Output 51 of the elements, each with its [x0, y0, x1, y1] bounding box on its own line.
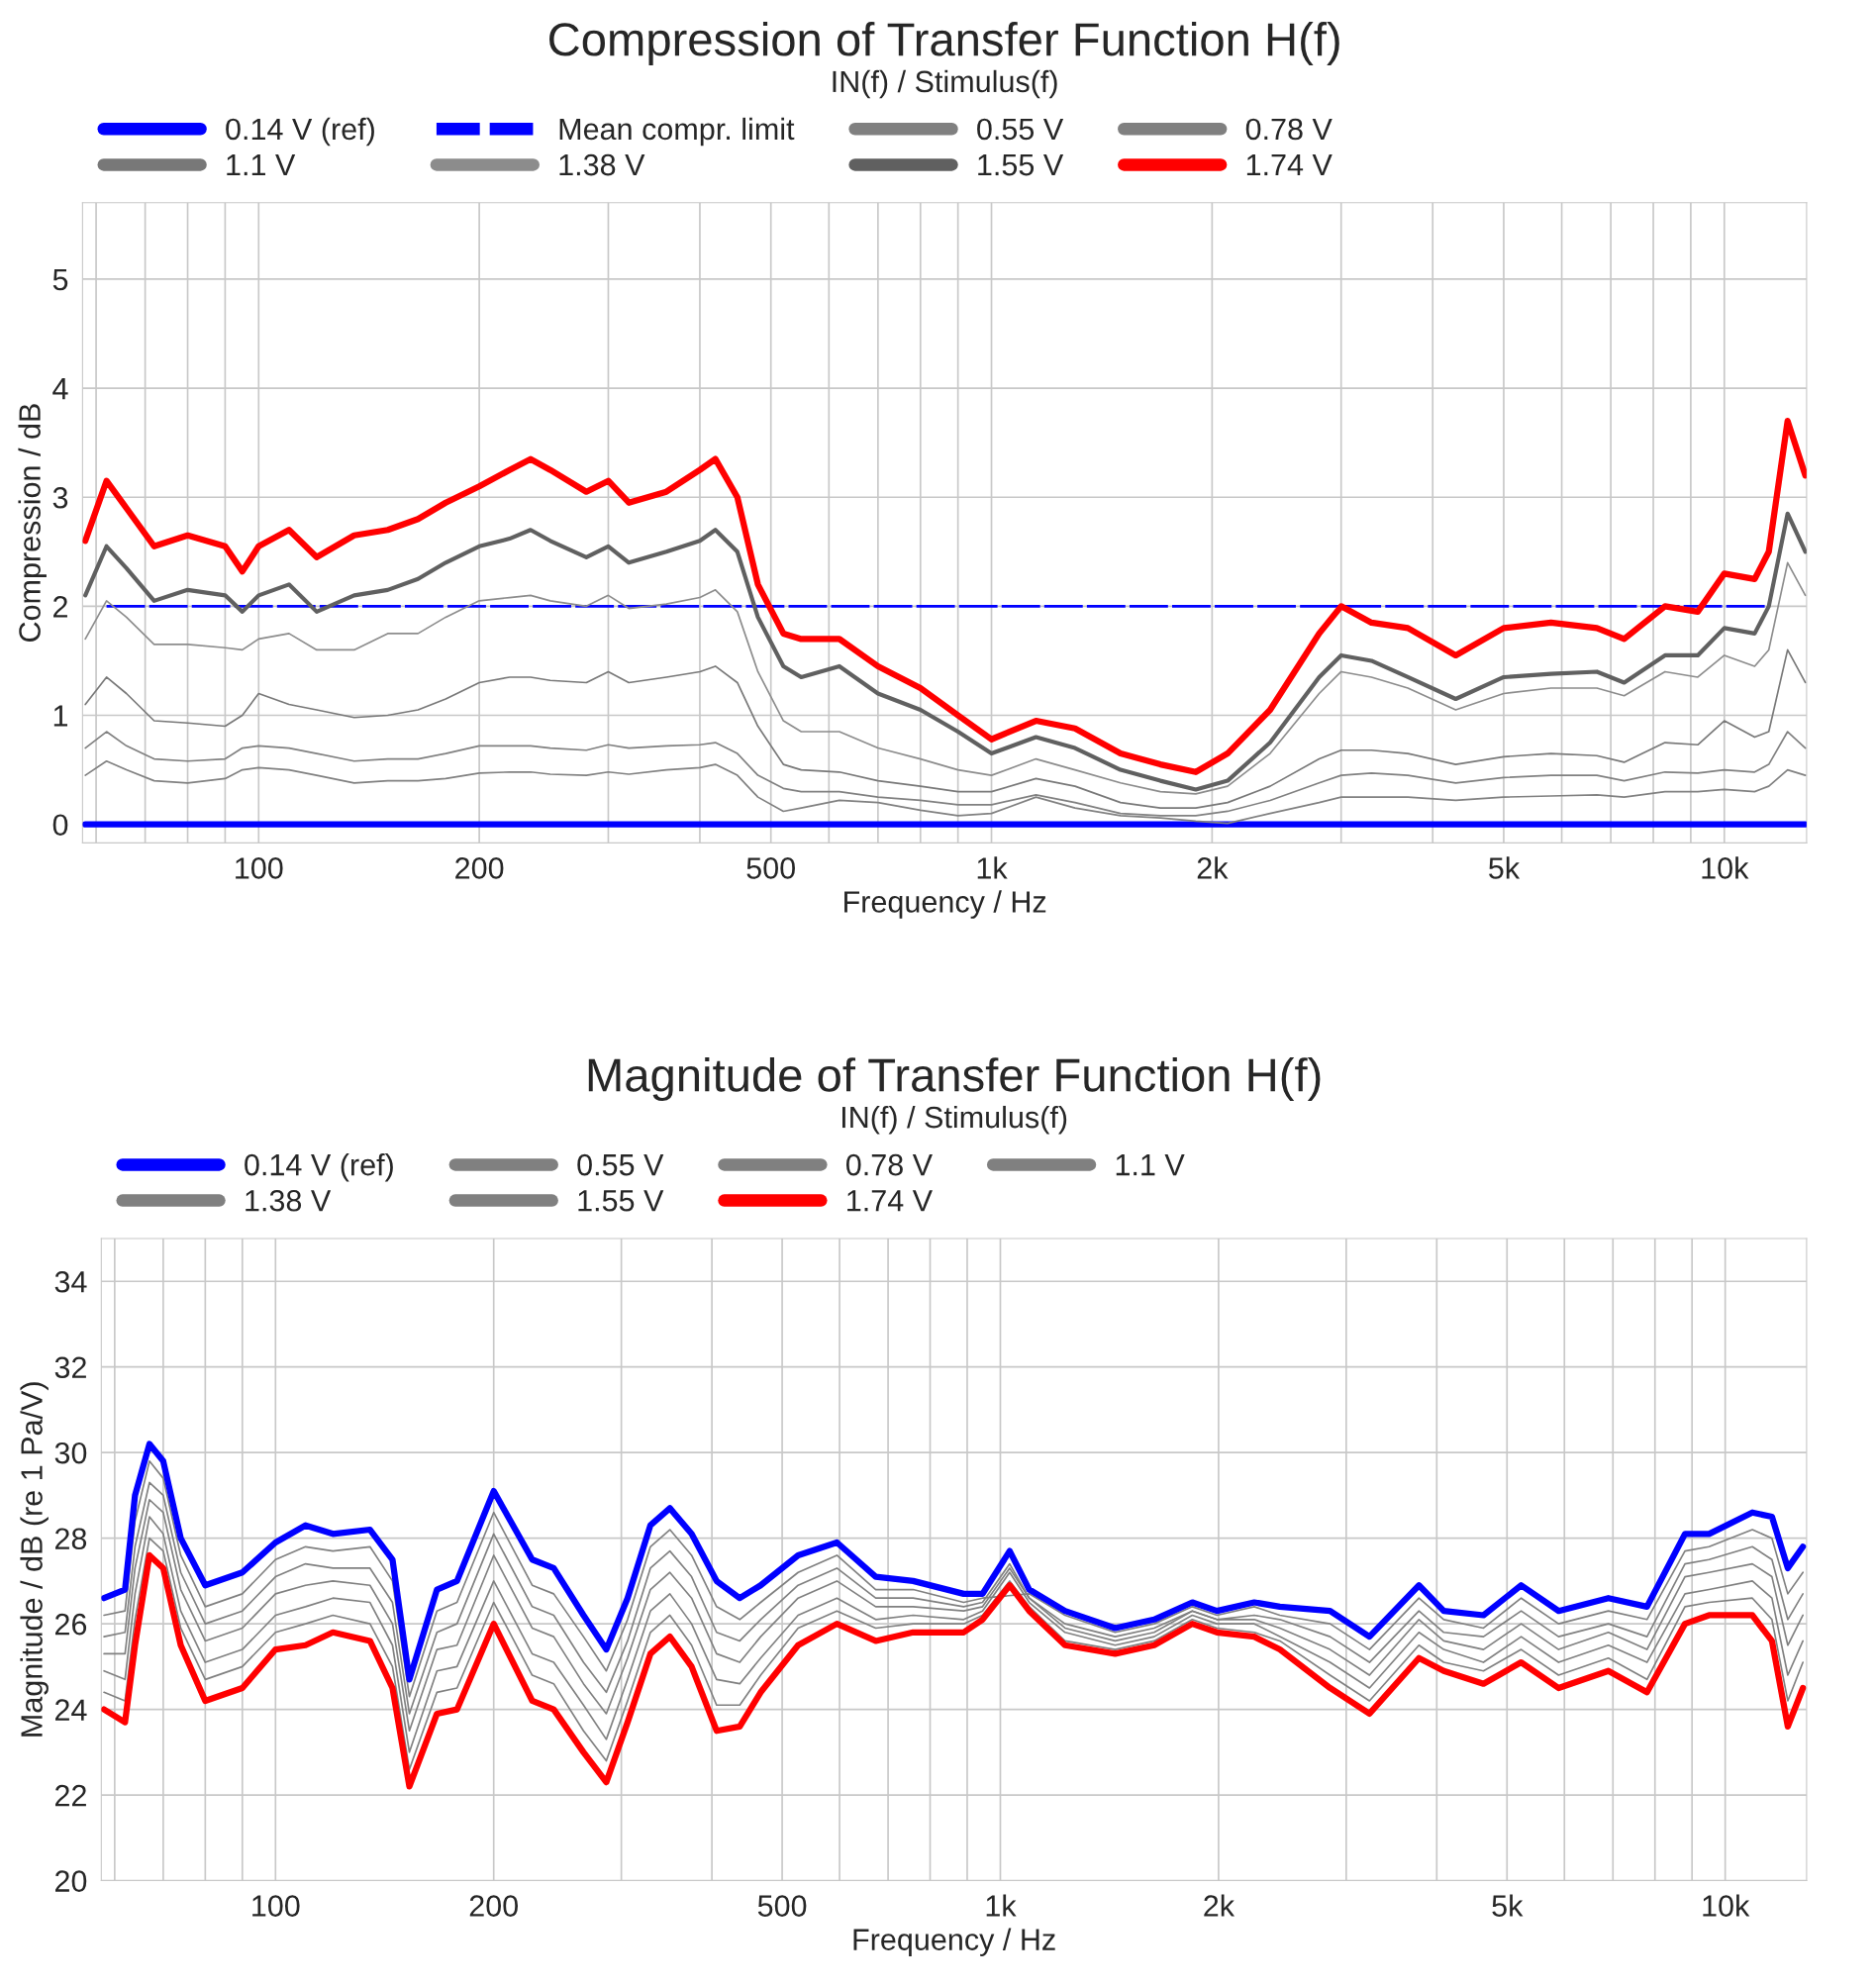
legend-label: 1.74 V — [847, 1190, 933, 1212]
x-tick-label: 100 — [252, 1895, 300, 1917]
legend-label: 0.78 V — [845, 1153, 933, 1176]
y-tick-label: 34 — [54, 1270, 87, 1293]
legend-label: 1.55 V — [978, 154, 1064, 176]
x-axis-title: Frequency / Hz — [853, 1928, 1055, 1956]
legend-label: 0.14 V (ref) — [226, 117, 374, 147]
x-axis-title: Frequency / Hz — [844, 890, 1046, 919]
x-tick-label: 2k — [1197, 856, 1229, 879]
legend-label: Mean compr. limit — [559, 117, 795, 147]
legend-label: 0.55 V — [977, 118, 1064, 141]
y-tick-label: 26 — [54, 1613, 87, 1636]
y-tick-label: 20 — [54, 1870, 87, 1892]
legend-label: 1.1 V — [1116, 1154, 1185, 1176]
y-tick-label: 0 — [52, 814, 68, 837]
y-tick-label: 24 — [54, 1699, 87, 1721]
x-tick-label: 10k — [1702, 856, 1749, 879]
chart-title: Compression of Transfer Function H(f) — [549, 21, 1339, 65]
legend-label: 1.74 V — [1246, 154, 1333, 176]
x-tick-label: 5k — [1492, 1894, 1524, 1917]
y-tick-label: 2 — [53, 596, 67, 618]
chart-subtitle: IN(f) / Stimulus(f) — [833, 69, 1057, 99]
x-tick-label: 10k — [1703, 1894, 1750, 1917]
x-tick-label: 2k — [1204, 1894, 1235, 1917]
legend-label: 1.55 V — [578, 1190, 664, 1212]
x-tick-label: 500 — [746, 857, 795, 879]
y-axis-title: Magnitude / dB (re 1 Pa/V) — [20, 1382, 49, 1737]
chart-title: Magnitude of Transfer Function H(f) — [588, 1057, 1321, 1102]
y-tick-label: 3 — [52, 486, 68, 509]
x-tick-label: 200 — [469, 1895, 519, 1917]
x-tick-label: 5k — [1489, 856, 1521, 879]
y-tick-label: 28 — [54, 1528, 87, 1550]
y-tick-label: 1 — [53, 705, 67, 727]
y-tick-label: 32 — [54, 1356, 86, 1379]
x-tick-label: 100 — [236, 857, 283, 879]
x-tick-label: 500 — [757, 1895, 807, 1917]
x-tick-label: 1k — [977, 856, 1008, 879]
x-tick-label: 200 — [455, 857, 504, 879]
chart-subtitle: IN(f) / Stimulus(f) — [842, 1105, 1067, 1135]
y-tick-label: 30 — [54, 1441, 87, 1464]
y-tick-label: 4 — [52, 378, 68, 400]
legend-label: 1.38 V — [246, 1189, 332, 1212]
legend-label: 1.1 V — [227, 154, 296, 176]
legend-label: 0.78 V — [1245, 118, 1333, 141]
y-tick-label: 22 — [54, 1784, 86, 1807]
legend-label: 1.38 V — [559, 153, 645, 176]
y-axis-title: Compression / dB — [18, 404, 47, 642]
legend-label: 0.55 V — [577, 1153, 664, 1176]
y-tick-label: 5 — [52, 268, 68, 291]
legend-label: 0.14 V (ref) — [245, 1152, 393, 1182]
x-tick-label: 1k — [986, 1894, 1017, 1917]
